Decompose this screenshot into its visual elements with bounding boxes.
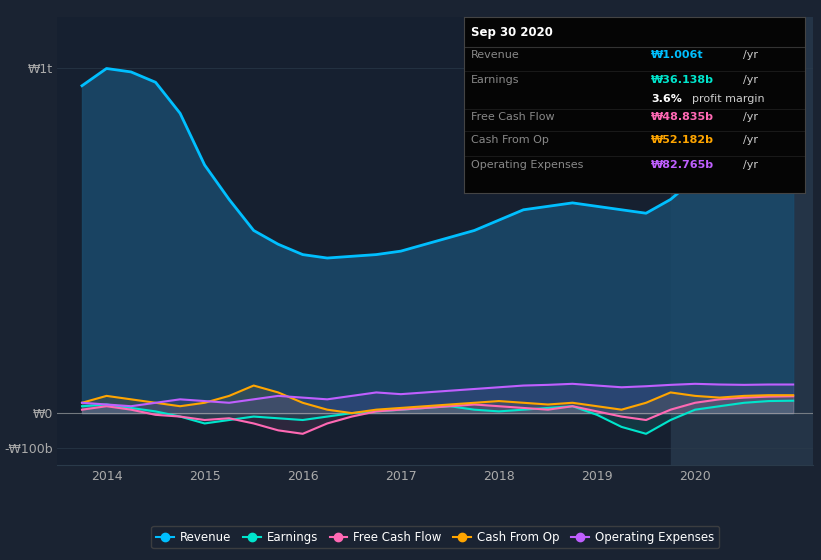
Text: ₩82.765b: ₩82.765b [651, 160, 714, 170]
Text: ₩1.006t: ₩1.006t [651, 50, 704, 60]
Text: /yr: /yr [743, 112, 759, 122]
Text: Free Cash Flow: Free Cash Flow [470, 112, 554, 122]
Text: /yr: /yr [743, 75, 759, 85]
Text: Earnings: Earnings [470, 75, 519, 85]
Text: Revenue: Revenue [470, 50, 520, 60]
Text: /yr: /yr [743, 135, 759, 145]
Text: 3.6%: 3.6% [651, 95, 682, 104]
Text: Sep 30 2020: Sep 30 2020 [470, 26, 553, 39]
Text: ₩48.835b: ₩48.835b [651, 112, 714, 122]
Bar [671, 17, 813, 465]
Text: Cash From Op: Cash From Op [470, 135, 548, 145]
Legend: Revenue, Earnings, Free Cash Flow, Cash From Op, Operating Expenses: Revenue, Earnings, Free Cash Flow, Cash … [151, 526, 719, 548]
Text: ₩36.138b: ₩36.138b [651, 75, 714, 85]
Text: profit margin: profit margin [692, 95, 765, 104]
Text: ₩52.182b: ₩52.182b [651, 135, 714, 145]
Text: /yr: /yr [743, 160, 759, 170]
Text: Operating Expenses: Operating Expenses [470, 160, 583, 170]
Text: /yr: /yr [743, 50, 759, 60]
